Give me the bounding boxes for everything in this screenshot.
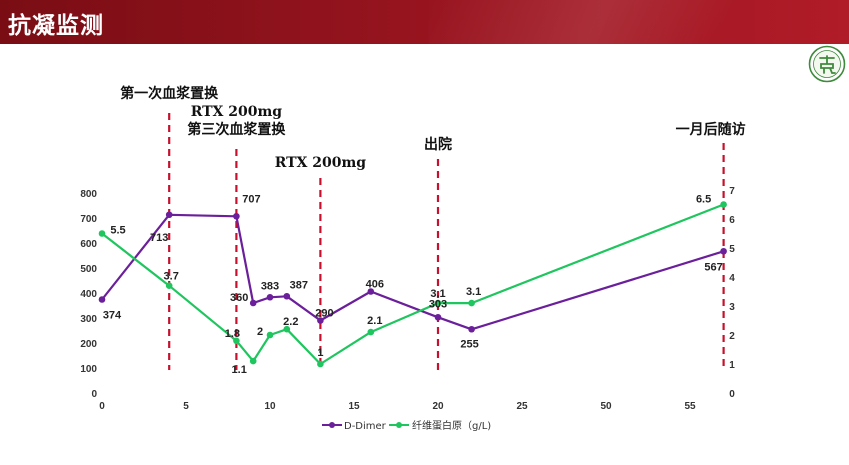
ddimer-point: [720, 247, 727, 255]
legend-swatch-point: [329, 422, 335, 428]
y-left-tick-label: 100: [80, 364, 97, 375]
y-left-tick-label: 200: [80, 339, 97, 350]
legend-swatch-point: [396, 422, 402, 428]
ddimer-point: [283, 292, 291, 300]
y-right-tick-label: 5: [729, 244, 735, 255]
fibrinogen-data-label: 1.8: [225, 328, 240, 340]
legend-label: 纤维蛋白原（g/L): [412, 419, 491, 432]
page-title: 抗凝监测: [8, 13, 104, 39]
y-left-tick-label: 500: [80, 264, 97, 275]
ddimer-point: [367, 288, 375, 295]
y-right-tick-label: 2: [729, 331, 735, 342]
event-label: 第一次血浆置换: [120, 85, 219, 102]
fibrinogen-data-label: 2: [257, 326, 263, 338]
fibrinogen-data-label: 5.5: [110, 225, 125, 237]
y-right-tick-label: 4: [729, 273, 735, 284]
data-labels: 374 713 707 360 383 387 290 406 303 255 567 5.5 3.7 1…: [103, 193, 723, 376]
fibrinogen-point: [266, 331, 274, 339]
event-label: RTX 200mg: [275, 155, 367, 171]
x-tick-label: 55: [684, 401, 696, 412]
ddimer-data-label: 374: [103, 310, 122, 322]
y-left-tick-label: 300: [80, 314, 97, 325]
ddimer-line: [101, 213, 724, 331]
ddimer-point: [233, 212, 240, 220]
ddimer-data-label: 383: [261, 280, 279, 292]
fibrinogen-point: [367, 328, 375, 336]
fibrinogen-data-label: 6.5: [696, 194, 711, 206]
ddimer-point: [165, 211, 173, 219]
x-tick-label: 20: [432, 401, 444, 412]
fibrinogen-data-label: 3.1: [430, 288, 445, 300]
ddimer-point: [434, 313, 442, 321]
ddimer-data-label: 303: [429, 298, 447, 310]
fibrinogen-data-label: 1: [317, 347, 323, 359]
ddimer-data-label: 713: [150, 232, 168, 244]
y-left-tick-label: 800: [80, 189, 97, 200]
y-right-tick-label: 0: [729, 389, 735, 400]
hospital-logo-icon: [808, 45, 846, 83]
ddimer-data-label: 360: [230, 292, 248, 304]
axes: 0 5 10 15 20 25 50 5501002003004005006007008000…: [80, 186, 735, 412]
legend: D-Dimer 纤维蛋白原（g/L): [322, 419, 491, 432]
y-left-tick-label: 700: [80, 214, 97, 225]
fibrinogen-line: [101, 203, 725, 366]
y-right-tick-label: 1: [729, 360, 735, 371]
banner-sheen: [429, 0, 849, 44]
legend-label: D-Dimer: [344, 421, 387, 432]
fibrinogen-data-label: 3.7: [164, 271, 179, 283]
ddimer-point: [468, 325, 475, 333]
fibrinogen-data-label: 2.2: [283, 316, 298, 328]
ddimer-point: [98, 296, 106, 303]
y-right-tick-label: 3: [729, 302, 735, 313]
fibrinogen-point: [249, 357, 257, 365]
event-label: 一月后随访: [676, 121, 746, 138]
y-right-tick-label: 6: [729, 215, 735, 226]
y-left-tick-label: 0: [91, 389, 97, 400]
ddimer-point: [317, 317, 324, 324]
ddimer-point: [266, 293, 274, 301]
fibrinogen-point: [468, 299, 475, 307]
fibrinogen-point: [283, 325, 291, 333]
fibrinogen-data-label: 2.1: [367, 315, 382, 327]
ddimer-point: [249, 299, 257, 307]
fibrinogen-point: [98, 230, 106, 237]
series-points: [98, 201, 727, 368]
x-tick-label: 5: [183, 401, 189, 412]
fibrinogen-point: [720, 201, 727, 208]
y-left-tick-label: 400: [80, 289, 97, 300]
ddimer-data-label: 406: [366, 279, 384, 291]
ddimer-data-label: 707: [242, 193, 260, 205]
x-tick-label: 15: [348, 401, 360, 412]
ddimer-data-label: 290: [315, 308, 333, 320]
fibrinogen-point: [233, 337, 240, 345]
x-tick-label: 10: [264, 401, 276, 412]
y-left-tick-label: 600: [80, 239, 97, 250]
fibrinogen-data-label: 1.1: [232, 364, 247, 376]
x-tick-label: 25: [516, 401, 528, 412]
x-tick-label: 50: [600, 401, 612, 412]
y-right-tick-label: 7: [729, 186, 735, 197]
event-label: RTX 200mg: [191, 104, 283, 120]
ddimer-data-label: 387: [290, 279, 308, 291]
fibrinogen-point: [317, 360, 324, 368]
event-label: 出院: [424, 136, 452, 153]
title-banner: 抗凝监测: [0, 0, 849, 44]
fibrinogen-data-label: 3.1: [466, 286, 481, 298]
ddimer-data-label: 567: [704, 261, 722, 273]
fibrinogen-point: [434, 299, 442, 307]
fibrinogen-point: [165, 282, 173, 290]
event-label: 第三次血浆置换: [187, 121, 286, 138]
x-tick-label: 0: [99, 401, 105, 412]
ddimer-data-label: 255: [460, 338, 478, 350]
series-lines: [101, 203, 725, 366]
